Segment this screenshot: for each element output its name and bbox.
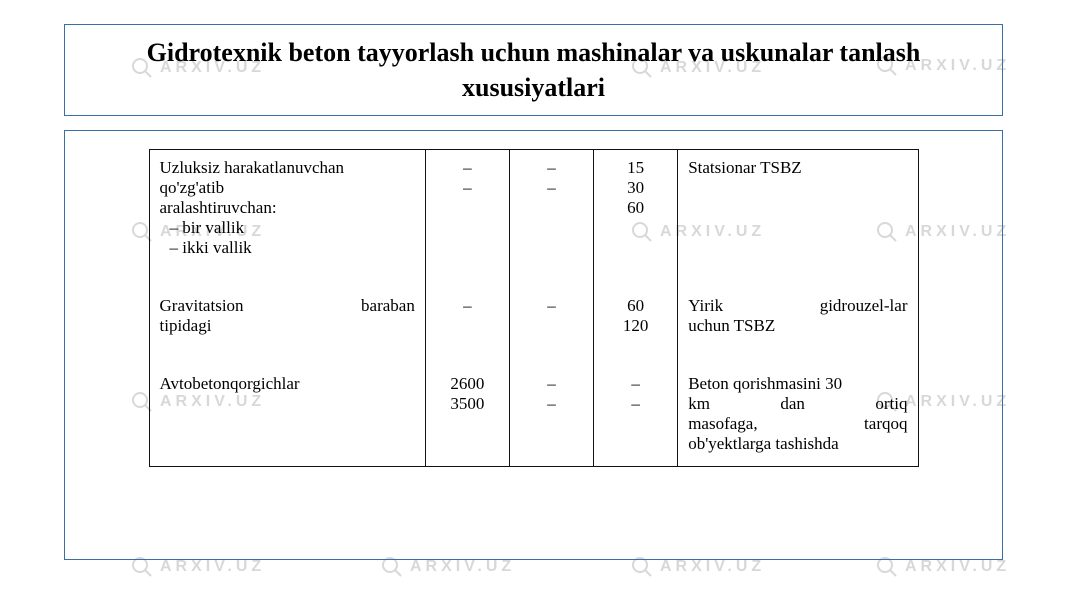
cell-text: 120 — [604, 316, 667, 336]
watermark-text: ARXIV.UZ — [660, 558, 765, 576]
cell-text: 60 — [604, 198, 667, 218]
table-row: Gravitatsion baraban tipidagi – – 60 120… — [149, 270, 918, 348]
cell-text: – — [436, 296, 499, 316]
cell-text: – — [520, 394, 583, 414]
cell-text: 60 — [604, 296, 667, 316]
cell-text: – — [436, 178, 499, 198]
cell-text: masofaga, tarqoq — [688, 414, 907, 434]
table-row: Uzluksiz harakatlanuvchan qo'zg'atib ara… — [149, 150, 918, 271]
cell-text: – ikki vallik — [160, 238, 415, 258]
cell-text: Gravitatsion baraban — [160, 296, 415, 316]
cell-text: Avtobetonqorgichlar — [160, 374, 415, 394]
cell-text: aralashtiruvchan: — [160, 198, 415, 218]
cell-text: 30 — [604, 178, 667, 198]
cell-text: Uzluksiz harakatlanuvchan — [160, 158, 415, 178]
cell-text: – — [520, 296, 583, 316]
cell-text: Statsionar TSBZ — [688, 158, 907, 178]
cell-text: ob'yektlarga tashishda — [688, 434, 907, 454]
cell-text: – — [436, 158, 499, 178]
cell-text: – — [604, 374, 667, 394]
cell-text: 3500 — [436, 394, 499, 414]
data-table: Uzluksiz harakatlanuvchan qo'zg'atib ara… — [149, 149, 919, 467]
title-box: Gidrotexnik beton tayyorlash uchun mashi… — [64, 24, 1003, 116]
slide: ARXIV.UZ ARXIV.UZ ARXIV.UZ ARXIV.UZ ARXI… — [0, 0, 1067, 600]
cell-text: – — [520, 374, 583, 394]
watermark-text: ARXIV.UZ — [160, 558, 265, 576]
cell-text: 15 — [604, 158, 667, 178]
cell-text: Beton qorishmasini 30 — [688, 374, 907, 394]
page-title: Gidrotexnik beton tayyorlash uchun mashi… — [77, 35, 990, 105]
cell-text: Yirik gidrouzel-lar — [688, 296, 907, 316]
cell-text: – — [520, 158, 583, 178]
cell-text: tipidagi — [160, 316, 415, 336]
cell-text: km dan ortiq — [688, 394, 907, 414]
cell-text: uchun TSBZ — [688, 316, 907, 336]
cell-text: – — [520, 178, 583, 198]
cell-text: 2600 — [436, 374, 499, 394]
cell-text: – — [604, 394, 667, 414]
cell-text: – bir vallik — [160, 218, 415, 238]
cell-text: qo'zg'atib — [160, 178, 415, 198]
watermark-text: ARXIV.UZ — [410, 558, 515, 576]
watermark-text: ARXIV.UZ — [905, 558, 1010, 576]
content-box: Uzluksiz harakatlanuvchan qo'zg'atib ara… — [64, 130, 1003, 560]
table-row: Avtobetonqorgichlar 2600 3500 – – – – — [149, 348, 918, 467]
